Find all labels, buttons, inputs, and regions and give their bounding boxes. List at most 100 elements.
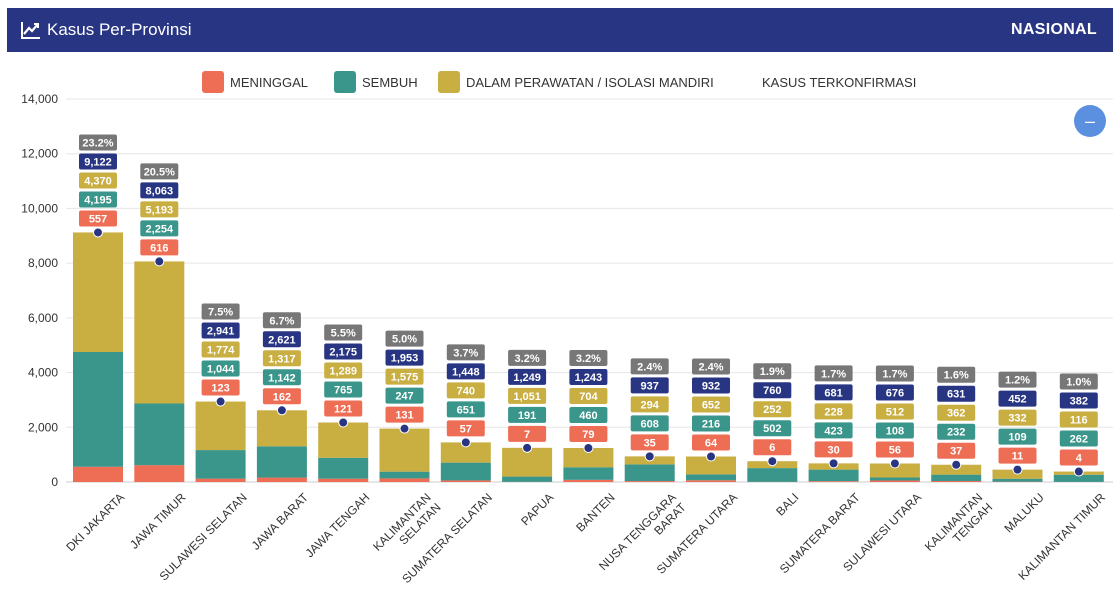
x-tick-label: JAWA TIMUR: [127, 490, 189, 552]
percent-label: 5.0%: [392, 334, 417, 346]
total-marker[interactable]: [951, 459, 962, 470]
perawatan-label: 332: [1008, 413, 1026, 425]
legend-item[interactable]: KASUS TERKONFIRMASI: [762, 75, 916, 90]
bar-segment[interactable]: [440, 480, 491, 482]
bar-segment[interactable]: [992, 478, 1043, 482]
bar-segment[interactable]: [195, 478, 246, 482]
bar-segment[interactable]: [931, 480, 982, 482]
total-marker[interactable]: [93, 227, 103, 238]
meninggal-label: 131: [395, 410, 413, 422]
total-label-box: [630, 377, 669, 394]
total-label: 9,122: [84, 156, 112, 168]
meninggal-label-box: [692, 434, 730, 451]
total-marker[interactable]: [644, 451, 655, 462]
bar-segment[interactable]: [869, 480, 920, 482]
perawatan-label: 362: [947, 408, 965, 420]
total-marker[interactable]: [522, 442, 533, 453]
bar-segment[interactable]: [73, 232, 123, 352]
percent-label-box: [569, 349, 608, 366]
x-tick-label: BANTEN: [573, 490, 617, 534]
bar-segment[interactable]: [931, 474, 982, 481]
sembuh-label-box: [998, 428, 1037, 445]
total-marker[interactable]: [1073, 466, 1084, 477]
bar-segment[interactable]: [134, 403, 185, 466]
bar-segment[interactable]: [134, 261, 185, 404]
bar-segment[interactable]: [869, 477, 920, 481]
sembuh-label: 651: [457, 404, 475, 416]
sembuh-label: 247: [395, 391, 413, 403]
bar-segment[interactable]: [563, 447, 614, 468]
total-marker[interactable]: [828, 458, 839, 469]
total-marker[interactable]: [399, 423, 410, 434]
bar-segment[interactable]: [318, 457, 369, 479]
meninggal-label-box: [753, 439, 792, 456]
bar-segment[interactable]: [440, 442, 491, 463]
x-tick-label-line: JAWA BARAT: [249, 490, 312, 553]
bar-segment[interactable]: [73, 466, 123, 482]
total-marker[interactable]: [154, 256, 165, 267]
bar-segment[interactable]: [1053, 474, 1104, 482]
bar-segment[interactable]: [440, 462, 491, 481]
bar-segment[interactable]: [747, 468, 798, 482]
total-marker[interactable]: [706, 451, 716, 462]
x-tick-label: JAWA TENGAH: [302, 490, 372, 560]
x-tick-label: JAWA BARAT: [249, 490, 312, 553]
legend-item[interactable]: MENINGGAL: [202, 71, 308, 93]
bar-segment[interactable]: [318, 422, 369, 458]
sembuh-label-box: [753, 420, 792, 437]
bar-segment[interactable]: [256, 410, 307, 447]
percent-label-box: [385, 330, 424, 347]
total-label: 1,243: [575, 372, 603, 384]
bar-segment[interactable]: [379, 471, 430, 479]
bar-segment[interactable]: [563, 467, 614, 480]
perawatan-label: 5,193: [146, 204, 174, 216]
bar-segment[interactable]: [256, 477, 307, 482]
bar-segment[interactable]: [318, 478, 369, 482]
sembuh-label: 765: [334, 384, 352, 396]
bar-segment[interactable]: [624, 464, 675, 482]
bar-segment[interactable]: [134, 465, 185, 482]
total-label: 2,175: [329, 346, 357, 358]
total-marker[interactable]: [583, 442, 594, 453]
perawatan-label-box: [262, 350, 301, 367]
bar-segment[interactable]: [624, 481, 675, 482]
legend-item[interactable]: SEMBUH: [334, 71, 418, 93]
perawatan-label: 1,575: [391, 372, 419, 384]
bar-segment[interactable]: [686, 474, 736, 481]
zoom-out-button[interactable]: –: [1074, 105, 1106, 137]
bar-segment[interactable]: [808, 481, 859, 482]
total-marker[interactable]: [338, 417, 349, 428]
percent-label-box: [753, 363, 792, 380]
total-marker[interactable]: [767, 456, 778, 467]
bar-segment[interactable]: [869, 463, 920, 478]
total-label-box: [262, 331, 301, 348]
total-marker[interactable]: [889, 458, 900, 469]
bar-segment[interactable]: [195, 401, 246, 451]
perawatan-label-box: [324, 362, 363, 379]
bar-segment[interactable]: [563, 479, 614, 482]
bar-segment[interactable]: [379, 428, 430, 472]
percent-label-box: [1059, 373, 1098, 390]
total-marker[interactable]: [460, 437, 471, 448]
x-tick-label-line: JAWA TIMUR: [127, 490, 189, 552]
bar-segment[interactable]: [379, 478, 430, 482]
total-marker[interactable]: [215, 396, 226, 407]
bar-segment[interactable]: [73, 351, 123, 467]
bar-segment[interactable]: [808, 469, 859, 482]
legend-item[interactable]: DALAM PERAWATAN / ISOLASI MANDIRI: [438, 71, 714, 93]
total-marker[interactable]: [1012, 464, 1023, 475]
meninggal-label-box: [508, 425, 547, 442]
perawatan-label-box: [875, 403, 914, 420]
total-marker[interactable]: [276, 405, 287, 416]
perawatan-label: 512: [886, 407, 904, 419]
meninggal-label-box: [630, 434, 669, 451]
bar-segment[interactable]: [686, 456, 736, 475]
bar-segment[interactable]: [195, 450, 246, 479]
bar-segment[interactable]: [686, 480, 736, 482]
bar-segment[interactable]: [502, 476, 553, 482]
nasional-button[interactable]: NASIONAL: [1011, 21, 1097, 38]
sembuh-label-box: [262, 369, 301, 386]
percent-label: 20.5%: [144, 166, 175, 178]
header-title: Kasus Per-Provinsi: [47, 20, 192, 39]
bar-segment[interactable]: [256, 446, 307, 478]
